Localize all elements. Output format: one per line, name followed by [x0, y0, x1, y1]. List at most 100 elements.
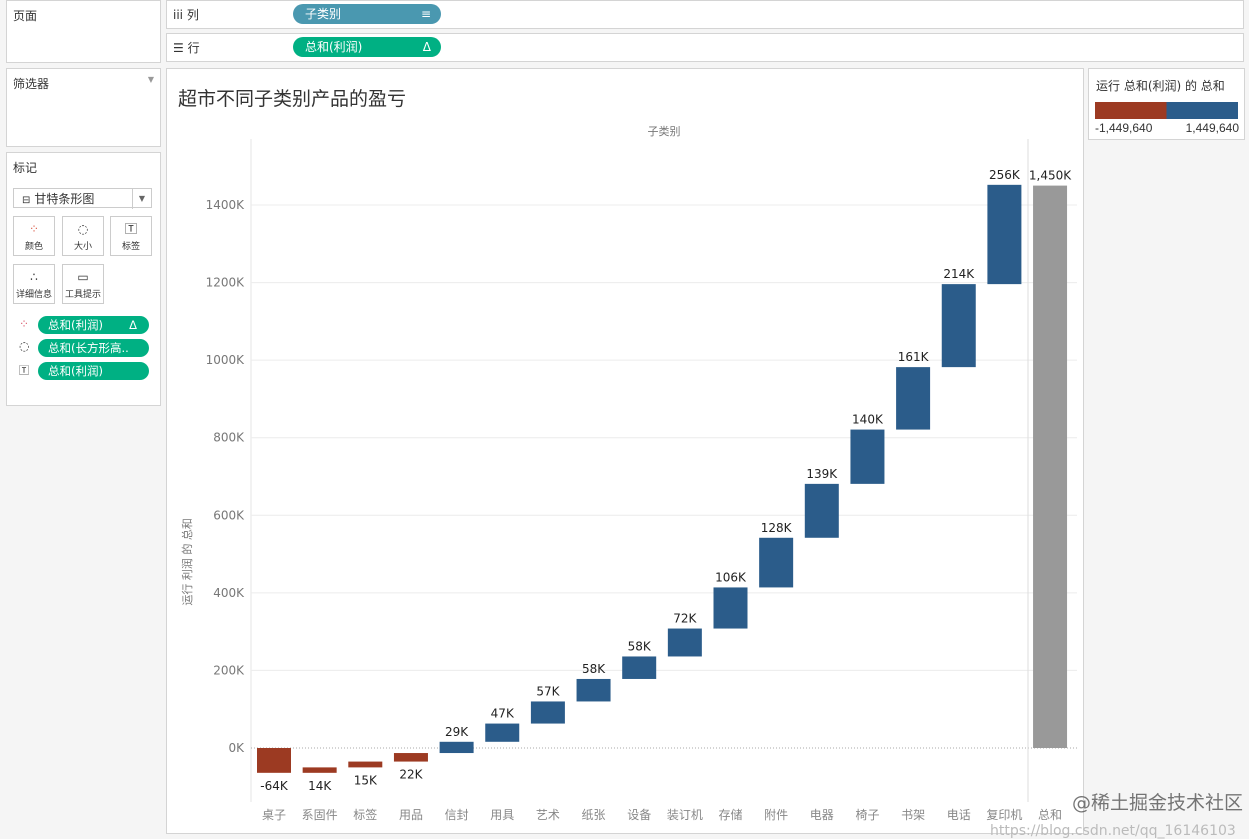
- rows-shelf[interactable]: ☰ 行 总和(利润) Δ: [166, 33, 1244, 62]
- data-label: 14K: [308, 779, 332, 793]
- y-tick-label: 1000K: [206, 353, 246, 367]
- color-pill[interactable]: 总和(利润) Δ: [38, 316, 149, 334]
- x-tick-label: 用品: [399, 808, 423, 822]
- bar: [257, 748, 291, 773]
- data-label: 57K: [536, 684, 560, 698]
- table-calc-icon: Δ: [422, 40, 431, 54]
- color-label: 颜色: [24, 242, 43, 252]
- x-tick-label: 复印机: [986, 808, 1022, 822]
- x-tick-label: 书架: [901, 808, 925, 822]
- data-label: 47K: [491, 707, 515, 721]
- bar: [622, 656, 657, 679]
- label-icon: 🅃: [19, 366, 29, 377]
- bar: [850, 429, 885, 484]
- bar: [713, 587, 748, 629]
- size-icon: ◌: [19, 339, 30, 353]
- filters-panel[interactable]: 筛选器 ▼: [6, 68, 161, 147]
- rows-icon: ☰: [173, 41, 184, 55]
- pages-panel: 页面: [6, 0, 161, 63]
- x-tick-label: 信封: [445, 808, 469, 822]
- gantt-icon: ⊟: [22, 195, 31, 206]
- tooltip-button[interactable]: ▭ 工具提示: [62, 264, 104, 304]
- bar: [941, 284, 976, 368]
- y-tick-label: 800K: [213, 431, 245, 445]
- columns-pill[interactable]: 子类别 ≡: [293, 4, 441, 24]
- sort-icon: ≡: [420, 7, 431, 21]
- x-tick-label: 系固件: [302, 808, 338, 822]
- x-tick-label: 椅子: [855, 808, 879, 822]
- total-bar: [1033, 185, 1068, 748]
- chart-title: 超市不同子类别产品的盈亏: [178, 88, 407, 110]
- rows-pill[interactable]: 总和(利润) Δ: [293, 37, 441, 57]
- data-label: 58K: [582, 662, 606, 676]
- data-label: 128K: [761, 521, 793, 535]
- bar: [804, 483, 839, 538]
- bar: [348, 761, 383, 768]
- legend-max: 1,449,640: [1185, 121, 1239, 135]
- bar: [987, 184, 1022, 285]
- chart-panel: 超市不同子类别产品的盈亏 0K 200K 400K 600K 800K 1000K 1200…: [166, 68, 1084, 834]
- label-pill[interactable]: 总和(利润): [38, 362, 149, 380]
- y-tick-label: 1400K: [206, 198, 246, 212]
- label-button[interactable]: 🅃 标签: [110, 216, 152, 256]
- color-button[interactable]: ⁘ 颜色: [13, 216, 55, 256]
- y-tick-label: 0K: [228, 741, 245, 755]
- columns-shelf[interactable]: iii 列 子类别 ≡: [166, 0, 1244, 29]
- bar: [530, 701, 565, 724]
- bar: [759, 537, 794, 588]
- size-pill[interactable]: 总和(长方形高..: [38, 339, 149, 357]
- detail-button[interactable]: ∴ 详细信息: [13, 264, 55, 304]
- x-axis-title: 子类别: [648, 124, 681, 138]
- bar: [485, 723, 520, 742]
- rows-shelf-label: ☰ 行: [173, 41, 200, 55]
- x-tick-label: 电器: [810, 808, 834, 822]
- bar: [439, 741, 474, 754]
- data-label: 214K: [943, 267, 975, 281]
- x-tick-label: 装订机: [667, 808, 703, 822]
- color-dots-icon: ⁘: [28, 222, 40, 236]
- dropdown-icon[interactable]: ▼: [147, 75, 154, 84]
- mark-type-select[interactable]: ⊟ 甘特条形图 ▼: [13, 188, 152, 209]
- pill-label: 子类别: [305, 7, 342, 21]
- bar: [302, 767, 337, 773]
- x-tick-label: 存储: [718, 807, 742, 822]
- data-label: 139K: [806, 467, 838, 481]
- marks-title: 标记: [13, 161, 38, 175]
- y-tick-label: 400K: [213, 586, 245, 600]
- x-tick-label: 总和: [1038, 808, 1062, 822]
- pill-label: 总和(利润): [48, 318, 103, 332]
- x-tick-label: 电话: [947, 808, 971, 822]
- pill-label: 总和(利润): [305, 40, 363, 54]
- size-button[interactable]: ◌ 大小: [62, 216, 104, 256]
- x-tick-label: 桌子: [262, 808, 286, 822]
- label-label: 标签: [121, 242, 140, 252]
- chevron-down-icon[interactable]: ▼: [132, 189, 151, 209]
- table-calc-icon: Δ: [129, 318, 137, 332]
- data-label: 256K: [989, 168, 1021, 182]
- detail-icon: ∴: [30, 270, 38, 284]
- color-dots-icon: ⁘: [19, 317, 30, 331]
- x-tick-label: 用具: [490, 808, 514, 822]
- size-icon: ◌: [77, 222, 89, 236]
- detail-label: 详细信息: [15, 290, 52, 300]
- data-label: 15K: [354, 773, 378, 787]
- size-label: 大小: [73, 242, 92, 252]
- x-tick-label: 艺术: [536, 808, 560, 822]
- data-label: 29K: [445, 725, 469, 739]
- total-label: 1,450K: [1029, 169, 1072, 183]
- y-tick-label: 200K: [213, 663, 245, 677]
- data-label: 161K: [898, 350, 930, 364]
- bar: [393, 753, 428, 762]
- x-tick-label: 附件: [764, 808, 788, 822]
- legend-min: -1,449,640: [1095, 121, 1153, 135]
- data-label: -64K: [260, 779, 289, 793]
- tooltip-icon: ▭: [77, 270, 89, 284]
- data-label: 58K: [628, 639, 652, 653]
- filters-title: 筛选器: [13, 77, 50, 91]
- data-label: 106K: [715, 570, 747, 584]
- legend-panel: 运行 总和(利润) 的 总和 -1,449,640 1,449,640: [1088, 68, 1245, 140]
- bar: [896, 367, 931, 430]
- watermark: @稀土掘金技术社区: [1072, 792, 1244, 814]
- marks-panel: 标记 ⊟ 甘特条形图 ▼ ⁘ 颜色 ◌ 大小 🅃 标签 ∴ 详细信息 ▭ 工具提示 ⁘ 总和…: [6, 152, 161, 406]
